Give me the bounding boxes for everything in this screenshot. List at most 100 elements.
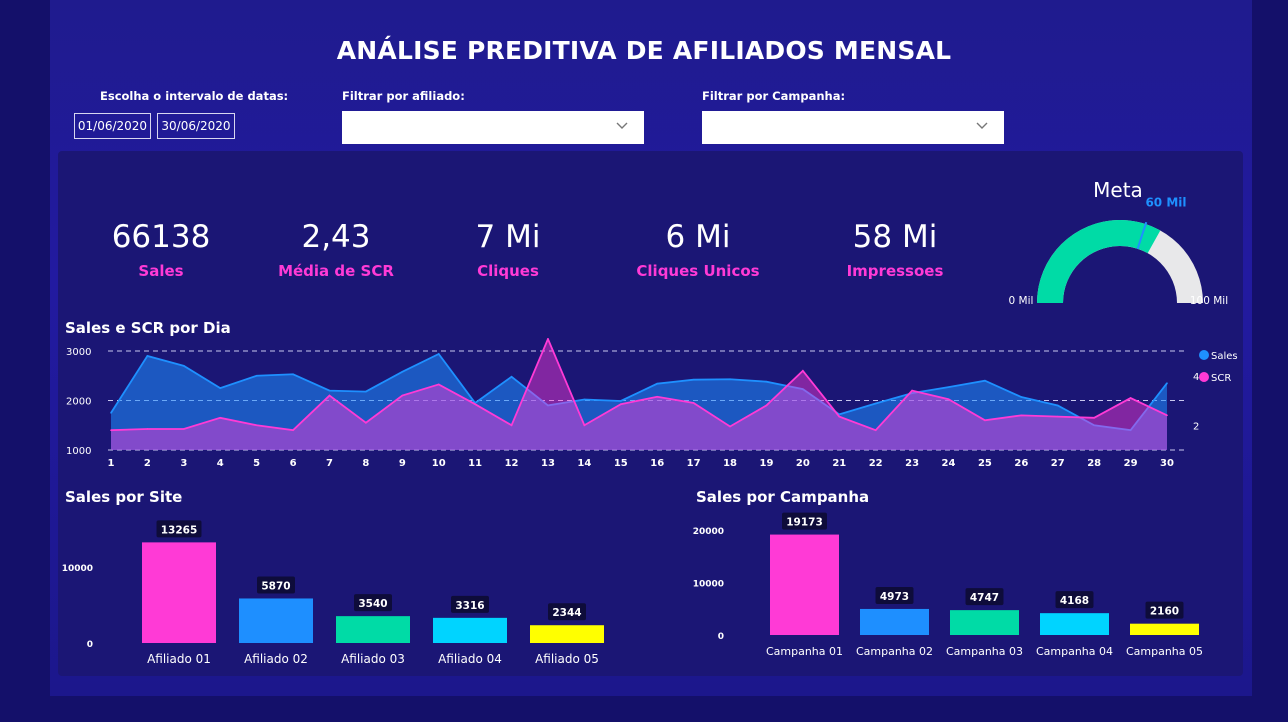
date-start-input[interactable]: 01/06/2020 (74, 113, 151, 139)
data-label-bg (1145, 601, 1184, 619)
page-title: ANÁLISE PREDITIVA DE AFILIADOS MENSAL (336, 36, 952, 65)
date-end-input[interactable]: 30/06/2020 (157, 113, 235, 139)
series-area-scr (111, 339, 1167, 450)
data-point-sales (874, 402, 877, 405)
x-tick-label: 1 (108, 458, 115, 469)
data-point-scr (437, 383, 440, 386)
data-label: 2344 (552, 607, 581, 619)
bar[interactable] (950, 610, 1019, 635)
x-tick-label: 18 (723, 458, 737, 469)
data-point-sales (1129, 429, 1132, 431)
data-label: 13265 (161, 524, 198, 536)
x-tick-label: 6 (290, 458, 297, 469)
bar[interactable] (1040, 613, 1109, 635)
y-left-tick-label: 3000 (66, 347, 91, 358)
y-right-tick-label: 2 (1193, 421, 1199, 432)
data-point-sales (146, 355, 149, 357)
data-point-scr (874, 429, 877, 431)
data-label-bg (156, 520, 202, 538)
data-label-bg (451, 595, 489, 613)
bar[interactable] (433, 617, 507, 643)
kpi-impressions-label: Impressoes (846, 262, 944, 280)
x-tick-label: 2 (144, 458, 151, 469)
x-tick-label: 26 (1014, 458, 1028, 469)
data-label-bg (1055, 591, 1094, 609)
chevron-down-icon[interactable] (616, 119, 628, 131)
kpi-clicks-label: Cliques (477, 262, 539, 280)
data-point-sales (292, 373, 294, 376)
data-label: 4168 (1060, 595, 1089, 607)
kpi-sales-label: Sales (138, 262, 184, 280)
data-point-scr (692, 402, 695, 404)
x-tick-label: 11 (468, 458, 482, 469)
x-tick-label: 17 (687, 458, 701, 469)
data-label-bg (354, 594, 392, 612)
category-label: Afiliado 01 (147, 652, 211, 666)
kpi-sales: 66138 Sales (91, 218, 231, 280)
legend-marker-scr (1199, 372, 1209, 382)
data-label-bg (875, 586, 914, 604)
sales-by-site-chart: 0 10000 13265 Afiliado 01 5870 Afiliado 02 354… (62, 520, 604, 666)
data-point-sales (219, 387, 222, 389)
legend-label-sales: Sales (1211, 351, 1238, 362)
campaign-filter-dropdown[interactable] (702, 111, 1004, 144)
y-tick-label: 0 (718, 632, 724, 642)
kpi-scr: 2,43 Média de SCR (266, 218, 406, 280)
x-tick-label: 3 (180, 458, 187, 469)
data-point-scr (765, 404, 768, 407)
data-point-scr (547, 338, 549, 340)
category-label: Afiliado 04 (438, 652, 502, 666)
data-point-scr (729, 425, 731, 428)
data-point-sales (1093, 424, 1095, 427)
data-point-scr (1020, 414, 1023, 417)
kpi-unique-clicks-label: Cliques Unicos (636, 262, 760, 280)
bar[interactable] (770, 534, 839, 635)
x-tick-label: 25 (978, 458, 992, 469)
data-point-sales (1056, 404, 1059, 407)
data-point-scr (365, 421, 367, 424)
x-tick-label: 24 (942, 458, 956, 469)
data-point-sales (510, 375, 513, 378)
data-point-scr (1093, 417, 1095, 419)
data-label-bg (782, 512, 827, 530)
y-left-tick-label: 2000 (66, 397, 91, 408)
x-tick-label: 12 (505, 458, 519, 469)
kpi-sales-value: 66138 (111, 219, 211, 255)
data-point-scr (146, 428, 149, 430)
data-point-scr (583, 424, 586, 427)
meta-gauge: Meta 60 Mil 0 Mil 100 Mil (1009, 178, 1229, 307)
bar[interactable] (530, 625, 604, 643)
data-label: 2160 (1150, 606, 1179, 618)
site-chart-title: Sales por Site (65, 488, 183, 506)
bar[interactable] (336, 616, 410, 643)
kpi-impressions: 58 Mi Impressoes (825, 218, 965, 280)
data-point-sales (255, 374, 258, 377)
bar[interactable] (1130, 623, 1199, 635)
chevron-down-icon[interactable] (976, 119, 988, 131)
data-point-scr (401, 394, 404, 397)
gauge-title: Meta (1093, 178, 1143, 202)
affiliate-filter-label: Filtrar por afiliado: (342, 89, 465, 103)
x-tick-label: 28 (1087, 458, 1101, 469)
series-area-sales (111, 353, 1167, 450)
bar[interactable] (142, 542, 216, 643)
bar[interactable] (860, 608, 929, 635)
kpi-scr-label: Média de SCR (278, 262, 394, 280)
data-label-bg (257, 576, 295, 594)
kpi-impressions-value: 58 Mi (852, 219, 938, 255)
x-tick-label: 5 (253, 458, 260, 469)
y-tick-label: 0 (87, 640, 93, 650)
x-tick-label: 7 (326, 458, 333, 469)
category-label: Afiliado 03 (341, 652, 405, 666)
data-label: 5870 (261, 580, 290, 592)
x-tick-label: 27 (1051, 458, 1065, 469)
affiliate-filter-dropdown[interactable] (342, 111, 644, 144)
data-point-scr (1056, 415, 1059, 418)
gauge-max-label: 100 Mil (1190, 295, 1228, 307)
x-tick-label: 13 (541, 458, 555, 469)
data-label: 4973 (880, 591, 909, 603)
date-range-label: Escolha o intervalo de datas: (100, 89, 289, 103)
bar[interactable] (239, 598, 313, 643)
legend-marker-sales (1199, 350, 1209, 360)
